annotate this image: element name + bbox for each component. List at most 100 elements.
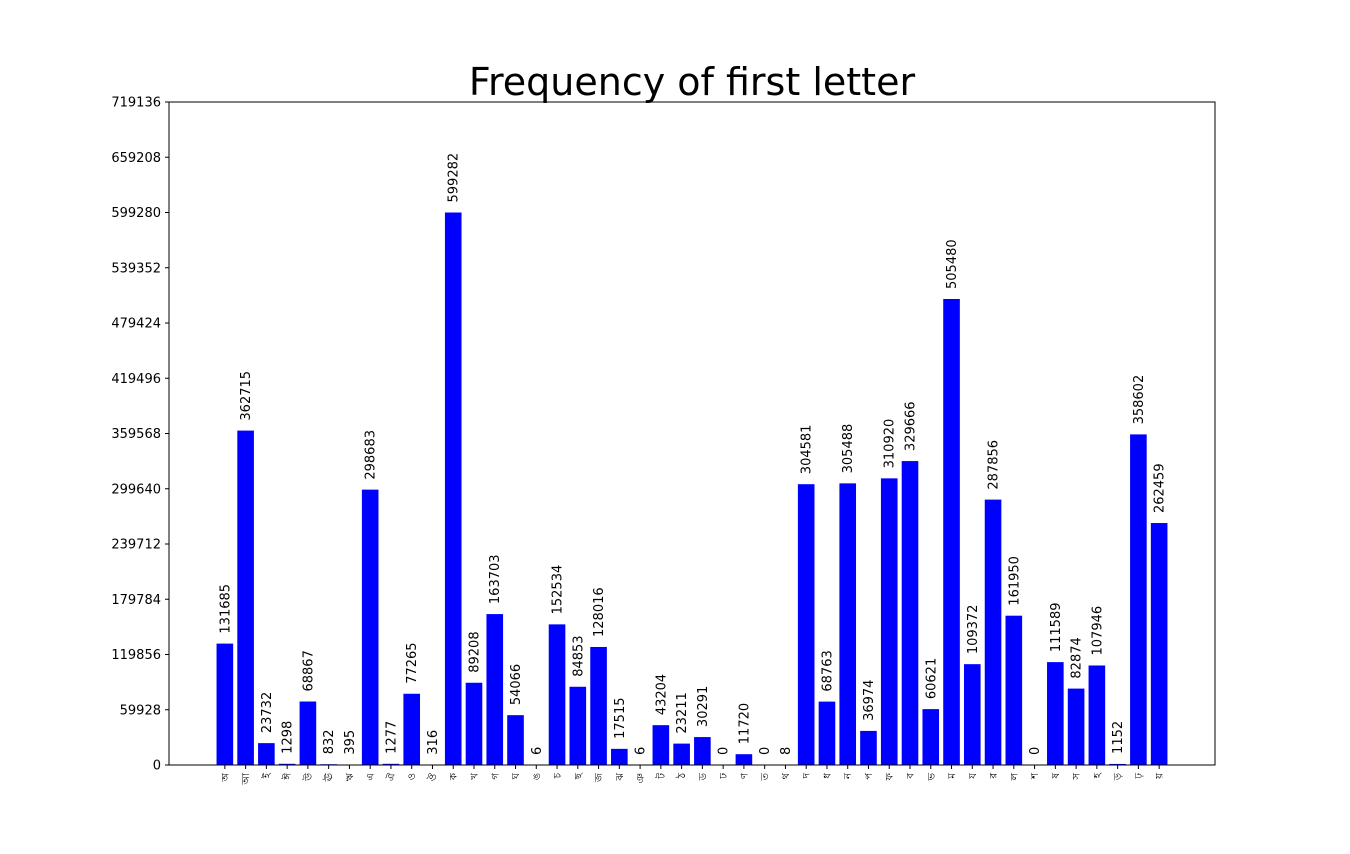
bar bbox=[445, 212, 462, 765]
x-tick-label: ঠ bbox=[675, 772, 688, 779]
bar-data-label: 84853 bbox=[571, 635, 586, 676]
bar-data-label: 60621 bbox=[924, 658, 939, 699]
bar-data-label: 68763 bbox=[820, 650, 835, 691]
x-tick-label: আ bbox=[241, 773, 252, 786]
bar bbox=[694, 737, 711, 765]
y-tick-label: 0 bbox=[153, 759, 161, 774]
y-axis: 0599281198561797842397122996403595684194… bbox=[111, 96, 169, 774]
y-tick-label: 299640 bbox=[111, 482, 161, 497]
x-tick-label: ল bbox=[1009, 772, 1020, 781]
bar bbox=[466, 683, 483, 765]
bar-data-label: 305488 bbox=[841, 424, 856, 474]
bar-data-label: 310920 bbox=[883, 419, 898, 469]
bar-data-label: 23211 bbox=[675, 692, 690, 733]
x-tick-label: য় bbox=[1155, 772, 1166, 780]
x-tick-label: ঞ bbox=[636, 773, 647, 784]
bar bbox=[362, 490, 379, 765]
bar-data-label: 17515 bbox=[613, 697, 628, 738]
bar bbox=[653, 725, 670, 765]
x-tick-label: ভ bbox=[926, 772, 937, 781]
bar bbox=[611, 749, 628, 765]
chart-title: Frequency of first letter bbox=[469, 60, 916, 104]
bar bbox=[964, 664, 981, 765]
bar bbox=[943, 299, 960, 765]
bar-data-label: 107946 bbox=[1090, 606, 1105, 656]
bar bbox=[922, 709, 939, 765]
x-tick-label: য bbox=[968, 773, 979, 780]
bar-data-label: 599282 bbox=[447, 153, 462, 203]
bar bbox=[1006, 616, 1023, 765]
bar-data-label: 1298 bbox=[281, 721, 296, 754]
bar-data-label: 1277 bbox=[384, 721, 399, 754]
x-tick-label: ঘ bbox=[511, 772, 522, 780]
x-tick-label: ট bbox=[654, 772, 667, 779]
bar-data-label: 1152 bbox=[1111, 721, 1126, 754]
bar-data-label: 832 bbox=[322, 729, 337, 754]
x-tick-label: ই bbox=[261, 772, 273, 779]
bar bbox=[736, 754, 753, 765]
x-tick-label: থ bbox=[781, 772, 792, 779]
y-tick-label: 659208 bbox=[111, 151, 161, 166]
bar-data-label: 131685 bbox=[218, 584, 233, 634]
bar bbox=[258, 743, 275, 765]
x-tick-label: ঝ bbox=[615, 773, 626, 782]
bar-data-label: 11720 bbox=[737, 703, 752, 744]
bar bbox=[217, 644, 234, 765]
bar-data-label: 43204 bbox=[654, 674, 669, 715]
bar-data-label: 77265 bbox=[405, 642, 420, 683]
bar-data-label: 109372 bbox=[966, 605, 981, 655]
x-tick-label: হ bbox=[1092, 772, 1103, 779]
x-tick-label: ন bbox=[843, 772, 854, 780]
y-tick-label: 479424 bbox=[111, 317, 161, 332]
x-tick-label: অ bbox=[220, 773, 231, 783]
bar bbox=[798, 484, 815, 765]
x-tick-label: ঙ bbox=[532, 773, 543, 780]
bar bbox=[1068, 689, 1085, 765]
bars-group bbox=[217, 212, 1168, 765]
bar-data-label: 30291 bbox=[696, 686, 711, 727]
bar bbox=[590, 647, 607, 765]
bar bbox=[860, 731, 877, 765]
bar-data-label: 0 bbox=[1028, 747, 1043, 755]
bar-data-label: 0 bbox=[717, 747, 732, 755]
x-tick-label: উ bbox=[301, 773, 314, 782]
bar-data-label: 6 bbox=[530, 747, 545, 755]
x-tick-label: চ bbox=[553, 772, 564, 779]
bar-data-label: 152534 bbox=[551, 565, 566, 615]
y-tick-label: 239712 bbox=[111, 538, 161, 553]
bar bbox=[1089, 665, 1106, 765]
bar-data-label: 304581 bbox=[800, 425, 815, 475]
bar bbox=[902, 461, 919, 765]
bar-data-label: 329666 bbox=[904, 401, 919, 451]
x-tick-label: ম bbox=[947, 773, 958, 780]
bar-data-label: 316 bbox=[426, 730, 441, 755]
x-tick-label: ঢ bbox=[719, 773, 730, 780]
x-tick-label: ঐ bbox=[385, 773, 397, 781]
x-tick-label: ঋ bbox=[345, 772, 356, 781]
bar-data-label: 89208 bbox=[467, 631, 482, 672]
bar-data-label: 0 bbox=[758, 747, 773, 755]
x-tick-label: এ bbox=[366, 773, 377, 781]
bar bbox=[403, 694, 420, 765]
bar-data-label: 6 bbox=[634, 747, 649, 755]
bar bbox=[237, 431, 254, 765]
x-tick-label: দ bbox=[802, 772, 813, 779]
x-tick-label: ত bbox=[760, 773, 771, 782]
x-tick-label: ফ bbox=[885, 772, 896, 781]
bar-data-label: 8 bbox=[779, 747, 794, 755]
bar-data-label: 287856 bbox=[987, 440, 1002, 490]
x-tick-label: ঈ bbox=[282, 773, 294, 781]
bar-data-label: 262459 bbox=[1153, 463, 1168, 513]
bar bbox=[985, 500, 1002, 765]
x-tick-label: ঊ bbox=[322, 773, 335, 783]
x-tick-label: প bbox=[864, 773, 875, 780]
bar-data-label: 395 bbox=[343, 730, 358, 755]
x-tick-label: ধ bbox=[822, 773, 833, 779]
bar bbox=[673, 744, 690, 765]
bar bbox=[1130, 434, 1147, 765]
bar bbox=[819, 702, 836, 765]
